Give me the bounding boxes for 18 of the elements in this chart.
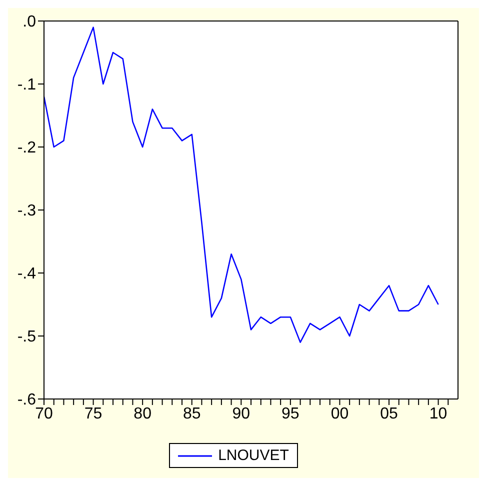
y-tick-label: -.4 (17, 266, 36, 283)
y-tick-label: -.2 (17, 140, 36, 157)
x-tick-label: 70 (35, 405, 53, 422)
legend-label: LNOUVET (218, 447, 289, 464)
x-tick-label: 05 (380, 405, 398, 422)
x-tick-label: 80 (134, 405, 152, 422)
line-series (44, 26, 439, 343)
y-tick-label: -.3 (17, 202, 36, 220)
y-tick-label: .0 (22, 14, 36, 31)
x-tick-label: 95 (282, 405, 300, 422)
y-tick-label: -.1 (17, 76, 36, 94)
x-tick-label: 00 (330, 405, 349, 422)
x-tick-label: 90 (232, 405, 250, 422)
x-tick-label: 85 (182, 405, 201, 422)
y-tick-label: -.5 (17, 328, 36, 346)
x-tick-label: 10 (429, 405, 448, 422)
x-tick-label: 75 (84, 405, 102, 422)
y-tick-label: -.6 (17, 392, 36, 409)
